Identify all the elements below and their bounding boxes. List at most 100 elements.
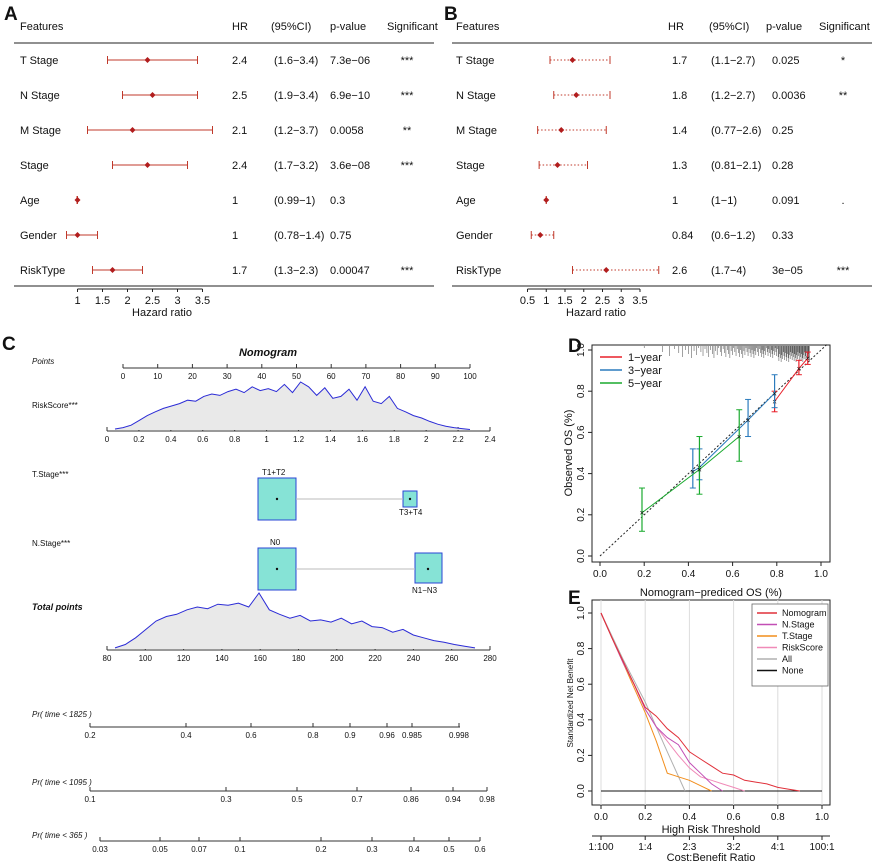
pr365-tick-label: 0.6 <box>474 845 486 854</box>
pr1095-tick-label: 0.86 <box>403 795 419 804</box>
total-points-tick-label: 240 <box>407 654 421 663</box>
points-tick-label: 20 <box>188 372 197 381</box>
points-tick-label: 90 <box>431 372 440 381</box>
header-ci: (95%CI) <box>271 21 311 33</box>
nomogram-title: Nomogram <box>239 347 297 359</box>
forest-ci-value: (1.1−2.7) <box>711 55 755 67</box>
dca-y-tick-label: 0.0 <box>576 784 587 798</box>
pr365-tick-label: 0.05 <box>152 845 168 854</box>
header-hr: HR <box>232 21 248 33</box>
forest-ci-value: (1.2−3.7) <box>274 125 318 137</box>
forest-b-xlabel: Hazard ratio <box>566 307 626 319</box>
dca-x-tick-label: 0.6 <box>727 812 741 823</box>
calibration-x-tick-label: 0.2 <box>637 569 651 580</box>
forest-p-value: 3.6e−08 <box>330 160 370 172</box>
forest-ci-value: (1.6−3.4) <box>274 55 318 67</box>
dca-x-tick-label: 0.8 <box>771 812 785 823</box>
dca-y-tick-label: 0.6 <box>576 677 587 691</box>
forest-plot-a: Features HR (95%CI) p-value Significant … <box>14 21 438 319</box>
forest-hr-value: 1.4 <box>672 125 687 137</box>
calibration-x-tick-label: 0.8 <box>770 569 784 580</box>
riskscore-density-curve <box>114 381 471 430</box>
calibration-point-marker: × <box>690 468 695 477</box>
forest-hr-value: 1 <box>232 230 238 242</box>
dca-legend-box <box>751 603 829 687</box>
header-hr-b: HR <box>668 21 684 33</box>
forest-x-tick-label: 3.5 <box>195 295 210 307</box>
header-p-value: p-value <box>330 21 366 33</box>
calibration-point-marker: × <box>797 365 802 374</box>
forest-hr-value: 2.4 <box>232 55 247 67</box>
dca-y-tick-label: 0.8 <box>576 641 587 655</box>
forest-feature-label: T Stage <box>20 55 58 67</box>
pr1825-tick-label: 0.9 <box>344 731 356 740</box>
calibration-series-line <box>774 357 809 402</box>
forest-a-xlabel: Hazard ratio <box>132 307 192 319</box>
dca-series-line <box>600 612 686 792</box>
points-tick-label: 10 <box>153 372 162 381</box>
total-points-tick-label: 180 <box>292 654 306 663</box>
dca-xlabel: High Risk Threshold <box>662 824 761 836</box>
calibration-y-tick-label: 1.0 <box>576 343 587 357</box>
pr365-tick-label: 0.1 <box>234 845 246 854</box>
forest-hr-point <box>537 232 544 238</box>
calibration-x-tick-label: 0.6 <box>726 569 740 580</box>
calibration-x-tick-label: 0.0 <box>593 569 607 580</box>
forest-hr-point <box>554 162 561 168</box>
forest-significance: * <box>841 55 846 67</box>
forest-hr-point <box>603 267 610 273</box>
pr1095-tick-label: 0.5 <box>291 795 303 804</box>
dca-ylabel: Standardized Net Benefit <box>566 658 575 748</box>
pr365-tick-label: 0.2 <box>315 845 327 854</box>
dca-x-tick-label: 1.0 <box>815 812 829 823</box>
forest-hr-point <box>558 127 565 133</box>
dca-legend-label: RiskScore <box>782 643 823 653</box>
dca-x2-tick-label: 3:2 <box>727 842 741 853</box>
forest-p-value: 0.025 <box>772 55 800 67</box>
calibration-point-marker: × <box>805 354 810 363</box>
total-points-tick-label: 100 <box>139 654 153 663</box>
pr1095-tick-label: 0.94 <box>445 795 461 804</box>
forest-x-tick-label: 3.5 <box>632 295 647 307</box>
calibration-series-line <box>692 392 775 472</box>
calibration-x-tick-label: 0.4 <box>681 569 695 580</box>
forest-hr-value: 2.5 <box>232 90 247 102</box>
header-features-b: Features <box>456 21 500 33</box>
nstage-point-2 <box>426 567 430 571</box>
forest-x-tick-label: 3 <box>618 295 624 307</box>
calibration-legend-label: 3−year <box>628 365 662 377</box>
forest-ci-value: (1.3−2.3) <box>274 265 318 277</box>
total-points-label: Total points <box>32 602 83 612</box>
dca-y-tick-label: 1.0 <box>576 606 587 620</box>
dca-x-tick-label: 0.4 <box>682 812 696 823</box>
pr1825-label: Pr( time < 1825 ) <box>32 710 92 719</box>
pr1095-tick-label: 0.1 <box>84 795 96 804</box>
points-tick-label: 40 <box>257 372 266 381</box>
points-tick-label: 30 <box>223 372 232 381</box>
forest-x-tick-label: 2 <box>124 295 130 307</box>
calibration-legend-label: 5−year <box>628 378 662 390</box>
riskscore-tick-label: 0.2 <box>133 435 145 444</box>
forest-feature-label: RiskType <box>20 265 65 277</box>
forest-p-value: 0.75 <box>330 230 351 242</box>
forest-hr-point <box>109 267 116 273</box>
forest-x-tick-label: 2.5 <box>145 295 160 307</box>
dca-series-line <box>600 612 712 792</box>
nstage-point-1 <box>275 567 279 571</box>
forest-hr-value: 1 <box>232 195 238 207</box>
pr365-label: Pr( time < 365 ) <box>32 831 88 840</box>
header-significant-b: Significant <box>819 21 870 33</box>
forest-feature-label: T Stage <box>456 55 494 67</box>
riskscore-tick-label: 0.8 <box>229 435 241 444</box>
forest-significance: *** <box>401 265 415 277</box>
pr1825-tick-label: 0.96 <box>379 731 395 740</box>
calibration-xlabel: Nomogram−prediced OS (%) <box>640 587 782 599</box>
forest-p-value: 0.00047 <box>330 265 370 277</box>
calibration-point-marker: × <box>640 509 645 518</box>
forest-p-value: 0.0058 <box>330 125 364 137</box>
calibration-point-marker: × <box>772 389 777 398</box>
dca-x2label: Cost:Benefit Ratio <box>667 852 756 863</box>
forest-x-tick-label: 1.5 <box>95 295 110 307</box>
nstage-label: N.Stage*** <box>32 539 70 548</box>
total-points-tick-label: 80 <box>103 654 112 663</box>
